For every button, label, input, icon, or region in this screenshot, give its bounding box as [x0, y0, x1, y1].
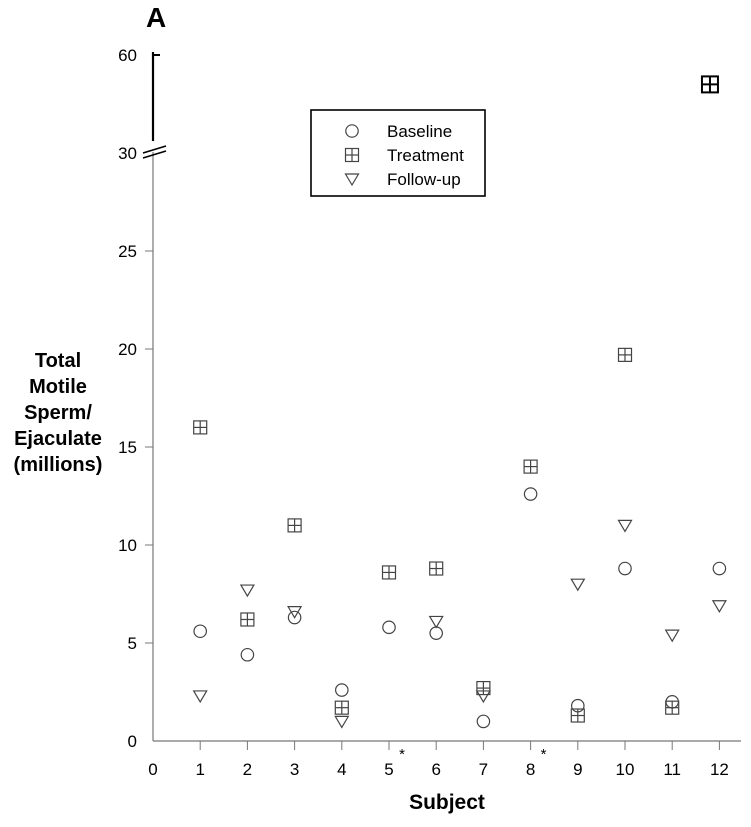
follow-up-legend-marker [344, 173, 360, 187]
y-axis-label-line-5: (millions) [13, 454, 103, 476]
follow-up-point [287, 606, 303, 619]
baseline-point [712, 561, 727, 576]
legend-label: Treatment [387, 146, 464, 165]
y-tick-label: 20 [118, 340, 137, 359]
legend-label: Baseline [387, 122, 452, 141]
x-tick-label: 2 [243, 760, 252, 779]
treatment-point [617, 347, 633, 362]
y-tick-label: 10 [118, 536, 137, 555]
baseline-legend-marker [345, 124, 359, 138]
follow-up-point [192, 690, 208, 704]
x-tick-label: 6 [431, 760, 440, 779]
data-points [192, 75, 727, 729]
treatment-point [570, 708, 585, 723]
legend-box [310, 109, 486, 197]
axis-break-mark [142, 150, 167, 159]
legend: Baseline Treatment Follow-up [310, 109, 486, 197]
x-tick-label: 10 [616, 760, 635, 779]
baseline-point [334, 683, 349, 697]
follow-up-point [239, 584, 255, 598]
baseline-point [476, 714, 491, 729]
x-tick-label: 8 [526, 760, 535, 779]
y-axis-label-line-1: Total [34, 350, 82, 372]
y-tick-label: 30 [118, 144, 137, 163]
follow-up-point [570, 578, 586, 592]
follow-up-point [711, 600, 727, 613]
y-tick-label: 0 [128, 732, 137, 751]
asterisk-annotation: * [399, 746, 405, 763]
asterisk-annotation: * [541, 746, 547, 763]
follow-up-point [664, 629, 680, 643]
follow-up-point [334, 715, 350, 729]
treatment-point [476, 680, 491, 696]
y-axis-label-line-3: Sperm/ [24, 402, 92, 424]
baseline-point [287, 610, 302, 625]
y-tick-label: 25 [118, 242, 137, 261]
baseline-point [523, 487, 538, 501]
y-ticks: 0 5 10 15 20 25 30 60 [118, 46, 160, 751]
x-tick-label: 9 [573, 760, 582, 779]
treatment-point [523, 459, 538, 474]
treatment-point [665, 700, 680, 715]
x-tick-label: 7 [479, 760, 488, 779]
treatment-point [240, 612, 255, 627]
treatment-point [381, 565, 397, 580]
treatment-point [287, 518, 302, 533]
baseline-point [382, 620, 396, 635]
y-axis-label: Total Motile Sperm/ Ejaculate (millions) [0, 348, 116, 478]
legend-label: Follow-up [387, 170, 461, 189]
y-tick-label: 15 [118, 438, 137, 457]
x-tick-label: 5 [384, 760, 393, 779]
axis-break-mark [142, 145, 167, 154]
follow-up-point [428, 615, 444, 629]
annotations: * * [399, 746, 547, 763]
follow-up-point [475, 690, 491, 704]
x-tick-label: 3 [290, 760, 299, 779]
treatment-legend-marker [344, 147, 360, 163]
treatment-point [334, 700, 349, 715]
treatment-point [429, 561, 444, 576]
treatment-point [193, 420, 208, 435]
baseline-point [240, 647, 255, 662]
x-tick-label: 4 [337, 760, 346, 779]
baseline-point [429, 626, 443, 640]
x-tick-label: 1 [195, 760, 204, 779]
y-axis-label-line-4: Ejaculate [14, 428, 102, 450]
x-tick-label: 11 [663, 760, 681, 779]
panel-label: A [146, 2, 167, 33]
x-tick-label: 12 [710, 760, 729, 779]
treatment-point [700, 75, 719, 94]
baseline-point [618, 561, 632, 576]
x-tick-label: 0 [148, 760, 157, 779]
y-tick-label: 5 [128, 634, 137, 653]
follow-up-point [617, 519, 633, 533]
x-axis-label: Subject [409, 791, 485, 814]
baseline-point [193, 624, 207, 639]
y-tick-label-upper: 60 [118, 46, 137, 65]
y-axis-label-line-2: Motile [29, 376, 87, 398]
x-ticks: 0 1 2 3 4 5 6 7 8 9 10 11 12 [148, 741, 729, 779]
